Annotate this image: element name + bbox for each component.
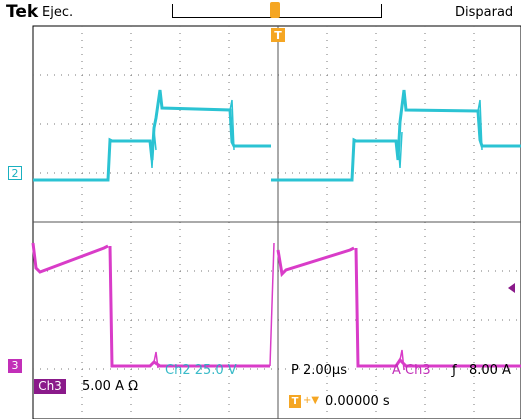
run-status: Ejec. [42,5,74,20]
ch2-waveform-ringing [149,99,483,169]
trigger-source-readout: A Ch3 [392,363,431,378]
trigger-level-readout: ƒ 8.00 A [452,363,511,378]
record-position-icon [270,2,280,18]
status-bar: Tek Ejec. Disparad [0,0,521,26]
ch2-waveform [33,89,521,182]
ch2-ground-marker[interactable]: 2 [8,166,22,180]
trigger-status: Disparad [455,5,514,20]
trigger-slope-icon: ƒ [452,363,457,378]
ch3-waveform-transitions [109,242,405,371]
trigger-level-value: 8.00 A [468,363,511,378]
brand-logo: Tek [6,2,39,22]
trigger-level-arrow-icon [508,283,515,293]
ch3-scale-readout: 5.00 A Ω [82,379,139,394]
ch3-ground-marker[interactable]: 3 [8,359,22,373]
timebase-readout: P 2.00µs [291,363,347,378]
ch3-waveform [31,242,521,368]
svg-text:T: T [274,29,282,42]
ch3-label-badge: Ch3 [34,379,66,394]
ch2-scale-readout: Ch2 25.0 V [165,363,237,378]
trigger-marker-icon: T [271,28,285,42]
trigger-position-readout: 0.00000 s [325,394,390,409]
trigger-position-arrow-icon: +▼ [303,395,320,406]
trigger-position-icon: T [289,395,301,408]
